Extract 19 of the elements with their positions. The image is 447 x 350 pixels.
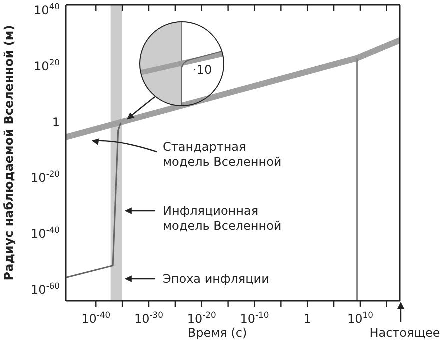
x-tick-label: 10$^{-20}$ (187, 310, 216, 326)
text: Инфляционная модель Вселенной (163, 204, 282, 233)
y-axis-title: Радиус наблюдаемой Вселенной (м) (2, 25, 16, 281)
text: Стандартная модель Вселенной (163, 140, 282, 169)
annotation: ·10 (193, 63, 212, 77)
x-tick-label: 1 (304, 312, 312, 326)
x-tick-label: 10$^{-40}$ (82, 310, 111, 326)
y-tick-label: 1 (52, 115, 60, 130)
text: Настоящее (370, 326, 440, 340)
x-tick-label: 10$^{-30}$ (134, 310, 164, 326)
y-tick-label: 10$^{-20}$ (31, 169, 60, 186)
x-axis-title: Время (с) (188, 326, 248, 340)
x-tick-label: 10$^{10}$ (347, 310, 374, 326)
y-tick-label: 10$^{-60}$ (31, 280, 60, 297)
band-label: Эпоха инфляции (163, 272, 270, 286)
y-tick-label: 10$^{20}$ (34, 57, 60, 74)
y-tick-label: 10$^{-40}$ (31, 224, 60, 241)
y-tick-label: 10$^{40}$ (34, 2, 60, 18)
x-tick-label: 10$^{-10}$ (240, 310, 270, 326)
